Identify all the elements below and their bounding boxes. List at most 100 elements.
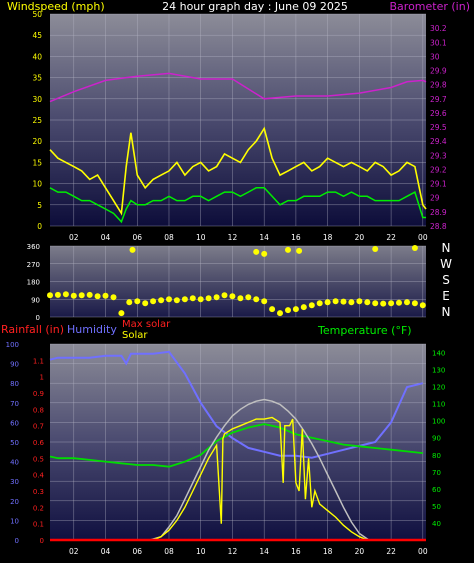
climate-x-ticks: 02 04 06 08 10 12 14 16 18 20 22 00 [69,547,428,556]
temperature-y-tick-label: 100 [432,418,445,426]
wind-x-tick-label: 18 [323,233,333,242]
direction-point [300,304,307,311]
temperature-y-tick-label: 120 [432,384,445,392]
climate-x-tick-label: 12 [228,547,238,556]
wind-y-tick-label: 30 [32,95,42,104]
compass-label: E [442,289,450,303]
barometer-y-tick-label: 29.6 [430,109,447,118]
direction-point [173,297,180,304]
barometer-y-tick-label: 29.2 [430,165,447,174]
wind-series-line [49,126,427,216]
rainfall-y-ticks: 0 0.1 0.2 0.3 0.4 0.5 0.6 0.7 0.8 0.9 1 1.1 [33,357,45,545]
direction-point [110,294,117,301]
compass-label: N [442,305,451,319]
wind-x-tick-label: 02 [69,233,79,242]
direction-point [324,299,331,306]
wind-x-tick-label: 16 [291,233,301,242]
direction-point [129,246,136,253]
legend-humidity: Humidity [67,323,117,336]
humidity-y-tick-label: 20 [10,498,19,506]
humidity-y-tick-label: 70 [10,400,19,408]
rainfall-y-tick-label: 0.4 [33,472,45,480]
direction-point [253,296,260,303]
direction-point [269,306,276,313]
temperature-y-tick-label: 130 [432,367,445,375]
temperature-y-tick-label: 140 [432,350,445,358]
temperature-y-tick-label: 50 [432,503,441,511]
direction-point [308,302,315,309]
direction-point [197,296,204,303]
barometer-y-tick-label: 29.5 [430,123,447,132]
wind-y-tick-label: 20 [32,137,42,146]
direction-points [47,245,426,317]
barometer-y-tick-label: 29.4 [430,137,447,146]
barometer-y-tick-label: 30 [430,52,440,61]
wind-y-tick-label: 0 [37,222,42,231]
direction-point [419,302,426,309]
wind-grid [50,13,426,227]
direction-point [253,248,260,255]
direction-point [261,298,268,305]
direction-y-tick-label: 90 [31,296,40,304]
temperature-y-tick-label: 110 [432,401,445,409]
wind-y-tick-label: 40 [32,52,42,61]
climate-x-tick-label: 10 [196,547,206,556]
humidity-y-tick-label: 80 [10,380,19,388]
climate-series-line [49,350,424,459]
direction-point [86,291,93,298]
rainfall-y-tick-label: 0.7 [33,423,44,431]
temperature-y-tick-label: 90 [432,435,441,443]
direction-point [285,307,291,314]
direction-point [54,291,61,298]
direction-point [70,292,77,299]
humidity-y-tick-label: 30 [10,478,19,486]
direction-point [78,292,85,299]
direction-point [237,295,244,302]
wind-y-tick-label: 45 [32,31,42,40]
barometer-axis-title: Barometer (in) [390,0,471,13]
wind-y-tick-label: 25 [32,116,42,125]
climate-series-line [152,416,368,541]
rainfall-y-tick-label: 1.1 [33,357,44,365]
direction-point [150,298,157,305]
climate-series [49,350,426,542]
rainfall-y-tick-label: 0.9 [33,390,44,398]
direction-point [340,298,347,305]
climate-x-tick-label: 02 [69,547,79,556]
direction-point [316,300,323,307]
barometer-y-tick-label: 28.9 [430,208,447,217]
rainfall-y-tick-label: 0.3 [33,488,44,496]
rainfall-y-tick-label: 0.6 [33,439,45,447]
wind-x-tick-label: 12 [228,233,238,242]
direction-point [372,300,379,307]
direction-point [411,300,418,307]
direction-point [285,246,291,253]
rainfall-y-tick-label: 0.8 [33,406,44,414]
barometer-y-tick-label: 29.9 [430,67,447,76]
direction-point [380,300,387,307]
humidity-y-tick-label: 0 [15,537,19,545]
temperature-y-tick-label: 40 [432,520,441,528]
legend-max-solar: Max solar [122,319,171,330]
direction-point [356,298,363,305]
temperature-y-tick-label: 70 [432,469,441,477]
direction-point [102,292,109,299]
climate-x-tick-label: 18 [323,547,333,556]
climate-x-tick-label: 08 [164,547,174,556]
direction-y-tick-label: 0 [36,314,40,322]
direction-point [47,292,53,299]
wind-x-tick-label: 00 [418,233,428,242]
wind-y-tick-label: 15 [32,158,42,167]
direction-point [142,300,149,307]
direction-point [62,291,69,298]
humidity-y-tick-label: 40 [10,459,19,467]
rainfall-y-tick-label: 0.2 [33,504,44,512]
direction-y-tick-label: 180 [27,279,40,287]
direction-point [181,296,188,303]
wind-y-ticks: 0 5 10 15 20 25 30 35 40 45 50 [32,10,42,231]
rainfall-y-tick-label: 0.5 [33,455,44,463]
direction-point [364,299,371,306]
direction-point [296,247,303,254]
